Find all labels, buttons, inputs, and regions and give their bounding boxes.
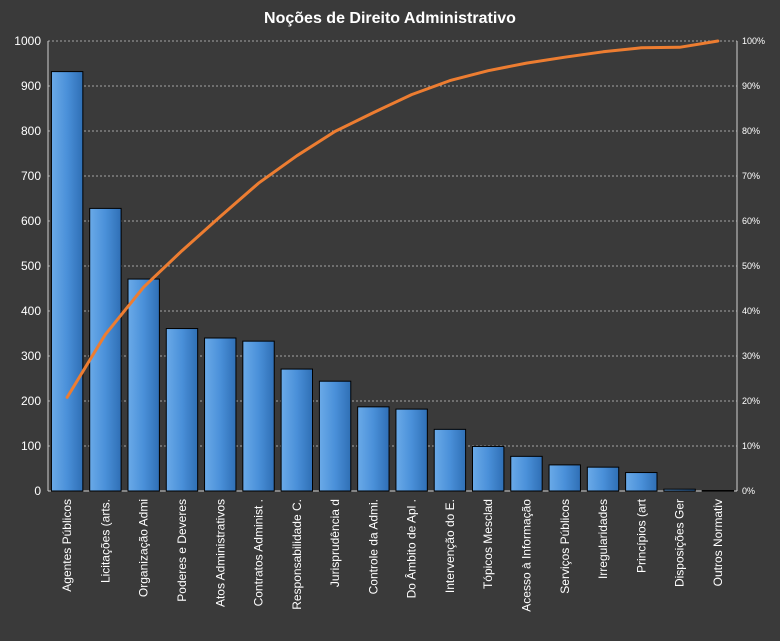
y2-tick-label: 0%: [742, 486, 755, 496]
bar: [395, 408, 428, 492]
y-tick-label: 1000: [14, 34, 41, 48]
x-category-label: Atos Administrativos: [213, 499, 227, 607]
y-tick-label: 0: [34, 484, 41, 498]
bar: [318, 380, 352, 492]
x-category-label: Outros Normativ: [711, 499, 725, 586]
y-axis-left-ticks: 0 100 200 300 400 500 600 700 800 900 1000: [14, 34, 41, 498]
bar: [357, 406, 390, 492]
bar: [510, 455, 543, 492]
x-category-label: Jurisprudência d: [328, 499, 342, 587]
x-category-label: Princípios (art: [634, 498, 648, 573]
x-category-label: Acesso à Informação: [519, 499, 533, 612]
y2-tick-label: 20%: [742, 396, 760, 406]
bar: [50, 71, 84, 492]
bar: [586, 466, 620, 492]
bar: [280, 368, 313, 492]
bar: [127, 278, 160, 492]
y-tick-label: 900: [21, 79, 41, 93]
bar: [701, 490, 735, 492]
y2-tick-label: 60%: [742, 216, 760, 226]
bar: [204, 337, 237, 492]
bar: [242, 340, 275, 492]
x-category-label: Do Âmbito de Apl .: [404, 499, 419, 598]
x-category-label: Poderes e Deveres: [175, 499, 189, 602]
x-category-label: Contratos Administ .: [252, 499, 266, 606]
y-tick-label: 200: [21, 394, 41, 408]
x-category-label: Tópicos Mesclad: [481, 499, 495, 589]
y-tick-label: 400: [21, 304, 41, 318]
x-category-label: Irregularidades: [596, 499, 610, 579]
y2-tick-label: 70%: [742, 171, 760, 181]
chart-title: Noções de Direito Administrativo: [264, 10, 516, 27]
bar: [663, 488, 696, 492]
axes: [47, 41, 738, 492]
y-axis-right-ticks: 0% 10% 20% 30% 40% 50% 60% 70% 80% 90% 100%: [742, 36, 765, 496]
x-category-label: Licitações (arts.: [98, 499, 112, 583]
y2-tick-label: 40%: [742, 306, 760, 316]
y2-tick-label: 90%: [742, 81, 760, 91]
y-tick-label: 300: [21, 349, 41, 363]
x-axis-category-labels: Agentes Públicos Licitações (arts. Organiz…: [60, 498, 725, 611]
x-category-label: Disposições Ger: [673, 499, 687, 587]
bar: [165, 328, 199, 492]
y2-tick-label: 10%: [742, 441, 760, 451]
cumulative-series-line: [65, 39, 720, 399]
y-tick-label: 600: [21, 214, 41, 228]
bars: [50, 71, 735, 492]
y2-tick-label: 100%: [742, 36, 765, 46]
y2-tick-label: 80%: [742, 126, 760, 136]
x-category-label: Responsabilidade C.: [290, 499, 304, 610]
y2-tick-label: 50%: [742, 261, 760, 271]
bar: [625, 472, 658, 492]
y-tick-label: 800: [21, 124, 41, 138]
x-category-label: Agentes Públicos: [60, 499, 74, 592]
y2-tick-label: 30%: [742, 351, 760, 361]
y-tick-label: 500: [21, 259, 41, 273]
x-category-label: Organização Admi: [137, 499, 151, 597]
bar: [548, 464, 581, 492]
cumulative-line: [65, 39, 720, 399]
y-tick-label: 100: [21, 439, 41, 453]
y-tick-label: 700: [21, 169, 41, 183]
x-category-label: Intervenção do E.: [443, 499, 457, 593]
gridlines: [48, 40, 737, 447]
bar: [472, 445, 505, 492]
x-category-label: Serviços Públicos: [558, 499, 572, 594]
bar: [433, 428, 467, 492]
x-category-label: Controle da Admi.: [366, 499, 380, 594]
